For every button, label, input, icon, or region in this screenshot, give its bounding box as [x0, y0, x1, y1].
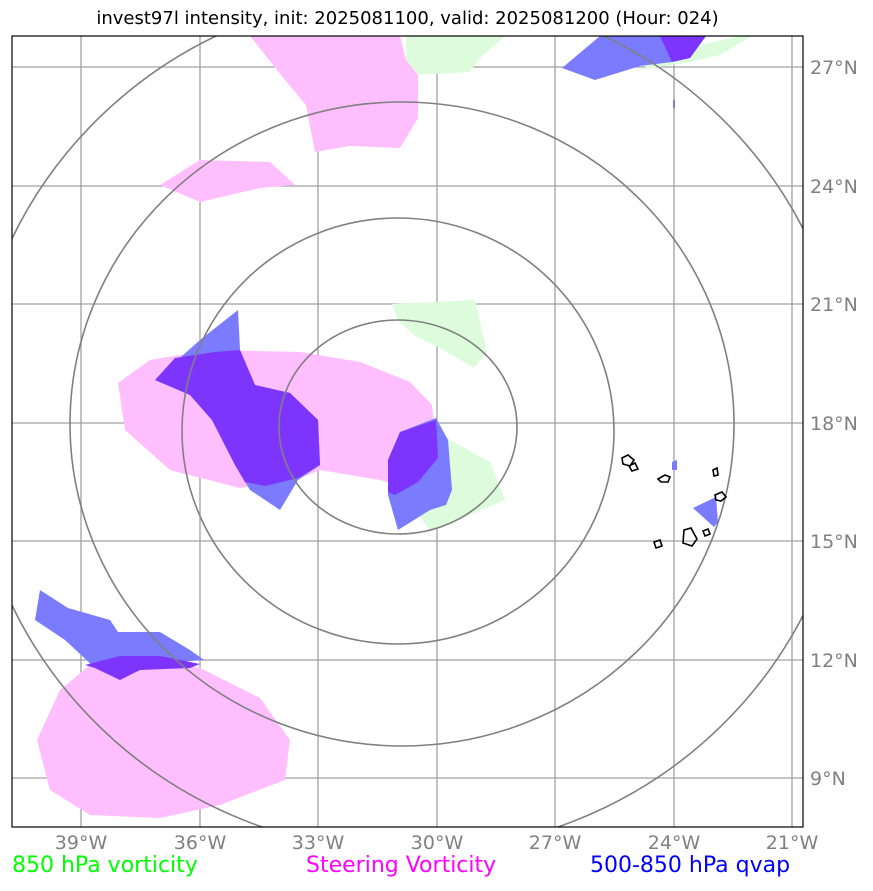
steering-vorticity-field: [37, 655, 290, 818]
island-coastline: [627, 461, 640, 472]
lon-tick-label: 36°W: [174, 832, 227, 854]
lat-tick-label: 15°N: [810, 531, 858, 553]
island-coastline: [656, 474, 672, 483]
qvap-field: [673, 100, 675, 108]
overlap-field: [388, 420, 438, 495]
steering-vorticity-field: [160, 160, 295, 202]
lon-tick-label: 30°W: [411, 832, 464, 854]
island-coastline: [712, 466, 719, 477]
lat-tick-label: 27°N: [810, 57, 858, 79]
lat-tick-label: 18°N: [810, 413, 858, 435]
lon-tick-label: 24°W: [648, 832, 701, 854]
lon-labels: 39°W 36°W 33°W 30°W 27°W 24°W 21°W: [55, 832, 819, 854]
lat-tick-label: 21°N: [810, 294, 858, 316]
steering-vorticity-fields: [37, 36, 438, 818]
legend-qvap: 500-850 hPa qvap: [590, 853, 791, 878]
qvap-field: [693, 497, 718, 527]
map-frame: [11, 35, 804, 828]
distance-ring: [278, 319, 518, 535]
lon-tick-label: 33°W: [292, 832, 345, 854]
island-coastline: [621, 454, 636, 467]
map-title: invest97l intensity, init: 2025081100, v…: [96, 8, 719, 29]
distance-rings: [12, 36, 803, 827]
lat-tick-label: 12°N: [810, 650, 858, 672]
lat-tick-label: 24°N: [810, 176, 858, 198]
overlap-field: [85, 656, 200, 680]
distance-ring: [181, 217, 615, 645]
lat-tick-label: 9°N: [810, 768, 846, 790]
lat-labels: 27°N 24°N 21°N 18°N 15°N 12°N 9°N: [810, 57, 858, 790]
qvap-field: [672, 460, 677, 470]
legend-vorticity-850: 850 hPa vorticity: [12, 853, 198, 878]
vorticity-850-field: [392, 300, 487, 368]
island-coastline: [682, 527, 698, 547]
lon-tick-label: 27°W: [529, 832, 582, 854]
overlap-field: [660, 36, 706, 62]
overlap-field: [155, 350, 320, 486]
overlap-fields: [85, 36, 706, 680]
island-coastline: [701, 527, 712, 538]
legend-steering-vorticity: Steering Vorticity: [306, 853, 497, 878]
vorticity-850-field: [406, 36, 505, 75]
coastlines: [621, 454, 728, 550]
island-coastline: [652, 538, 664, 550]
steering-vorticity-field: [250, 36, 418, 152]
distance-ring: [69, 101, 735, 747]
island-coastline: [714, 491, 728, 502]
lon-tick-label: 39°W: [55, 832, 108, 854]
lon-tick-label: 21°W: [766, 832, 819, 854]
